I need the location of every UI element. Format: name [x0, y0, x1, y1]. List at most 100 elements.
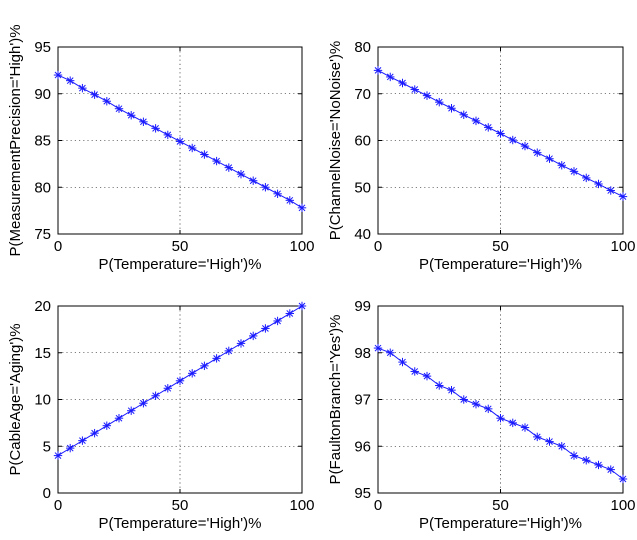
x-axis-label: P(Temperature='High')%	[419, 515, 582, 532]
data-point	[594, 460, 603, 470]
data-point	[471, 116, 481, 126]
subplot-2: 0 50 100 40 50 60 70 80 P(Temperature='High')% P(…	[327, 39, 636, 273]
y-tick-label: 0	[43, 485, 51, 502]
data-point	[285, 309, 294, 318]
data-point	[224, 163, 233, 172]
data-point	[398, 357, 407, 367]
x-tick-label: 50	[172, 497, 189, 514]
y-tick-label: 80	[354, 39, 371, 56]
data-point	[557, 161, 566, 170]
data-point	[447, 104, 456, 113]
y-tick-label: 96	[354, 438, 371, 455]
y-tick-label: 20	[34, 298, 51, 315]
y-tick-label: 40	[354, 226, 371, 243]
data-point	[569, 167, 579, 176]
y-tick-label: 10	[34, 392, 51, 409]
data-point	[114, 414, 124, 423]
data-point	[224, 346, 233, 356]
data-point	[582, 173, 591, 183]
data-point	[508, 418, 517, 428]
data-point	[175, 376, 185, 385]
subplot-1: 0 50 100 75 80 85 90 95 P(Temperature='High')% P(…	[7, 24, 315, 273]
data-point	[285, 196, 294, 205]
data-point	[373, 66, 383, 75]
data-point	[66, 443, 75, 453]
x-tick-label: 100	[289, 497, 314, 514]
data-point	[53, 70, 63, 80]
x-tick-label: 50	[172, 238, 189, 255]
data-point	[459, 395, 468, 404]
data-point	[273, 189, 282, 198]
data-point	[261, 183, 270, 192]
y-tick-label: 97	[354, 392, 371, 409]
y-axis-label: P(MeasurementPrecision='High')%	[7, 24, 24, 256]
x-tick-label: 100	[610, 497, 635, 514]
data-point	[151, 124, 160, 133]
data-point	[139, 399, 148, 408]
data-point	[386, 348, 395, 357]
y-tick-label: 99	[354, 298, 371, 315]
y-axis-label: P(CableAge='Aging')%	[7, 323, 24, 475]
grid	[378, 47, 623, 234]
data-point	[459, 110, 468, 119]
data-point	[249, 331, 258, 341]
data-point	[594, 179, 603, 189]
data-point	[508, 135, 517, 145]
data-point	[435, 381, 444, 390]
y-axis-label: P(ChannelNoise='NoNoise')%	[327, 41, 344, 241]
x-tick-label: 100	[610, 238, 635, 255]
data-point	[373, 343, 383, 353]
data-point	[520, 141, 530, 151]
y-tick-label: 98	[354, 345, 371, 362]
y-axis-label: P(FaultonBranch='Yes')%	[327, 315, 344, 485]
y-tick-label: 15	[34, 345, 51, 362]
data-point	[200, 150, 209, 159]
data-point	[297, 301, 307, 311]
x-tick-label: 50	[492, 497, 509, 514]
grid	[378, 306, 623, 493]
data-point	[422, 91, 432, 100]
data-point	[422, 371, 432, 381]
y-tick-label: 50	[354, 179, 371, 196]
data-point	[273, 316, 282, 326]
x-tick-label: 50	[492, 238, 509, 255]
data-point	[200, 361, 209, 371]
data-point	[175, 137, 185, 146]
data-point	[545, 154, 554, 163]
data-point	[606, 186, 615, 195]
data-point	[410, 85, 419, 94]
data-point	[127, 111, 136, 120]
data-point	[447, 385, 456, 395]
data-point	[249, 176, 258, 185]
y-tick-label: 95	[34, 39, 51, 56]
x-axis-label: P(Temperature='High')%	[419, 256, 582, 273]
x-tick-label: 0	[54, 497, 62, 514]
data-point	[102, 97, 111, 106]
data-point	[520, 423, 530, 432]
data-point	[496, 129, 505, 138]
data-point	[114, 104, 124, 113]
y-tick-label: 75	[34, 226, 51, 243]
data-point	[496, 414, 505, 423]
y-tick-label: 70	[354, 86, 371, 103]
data-point	[78, 436, 87, 445]
data-point	[139, 117, 148, 126]
data-point	[188, 369, 197, 378]
data-point	[557, 442, 566, 451]
data-point	[90, 90, 99, 99]
data-point	[606, 465, 615, 474]
data-point	[78, 83, 87, 93]
data-point	[545, 437, 554, 446]
x-axis-label: P(Temperature='High')%	[99, 256, 262, 273]
y-tick-label: 90	[34, 86, 51, 103]
data-point	[261, 324, 270, 333]
subplot-3: 0 50 100 0 5 10 15 20 P(Temperature='High')% P(Ca…	[7, 298, 315, 532]
data-point	[582, 456, 591, 465]
data-point	[236, 169, 246, 179]
x-tick-label: 0	[374, 497, 382, 514]
data-point	[471, 399, 481, 409]
data-point	[90, 428, 99, 438]
data-point	[212, 354, 221, 363]
data-point	[212, 156, 221, 166]
